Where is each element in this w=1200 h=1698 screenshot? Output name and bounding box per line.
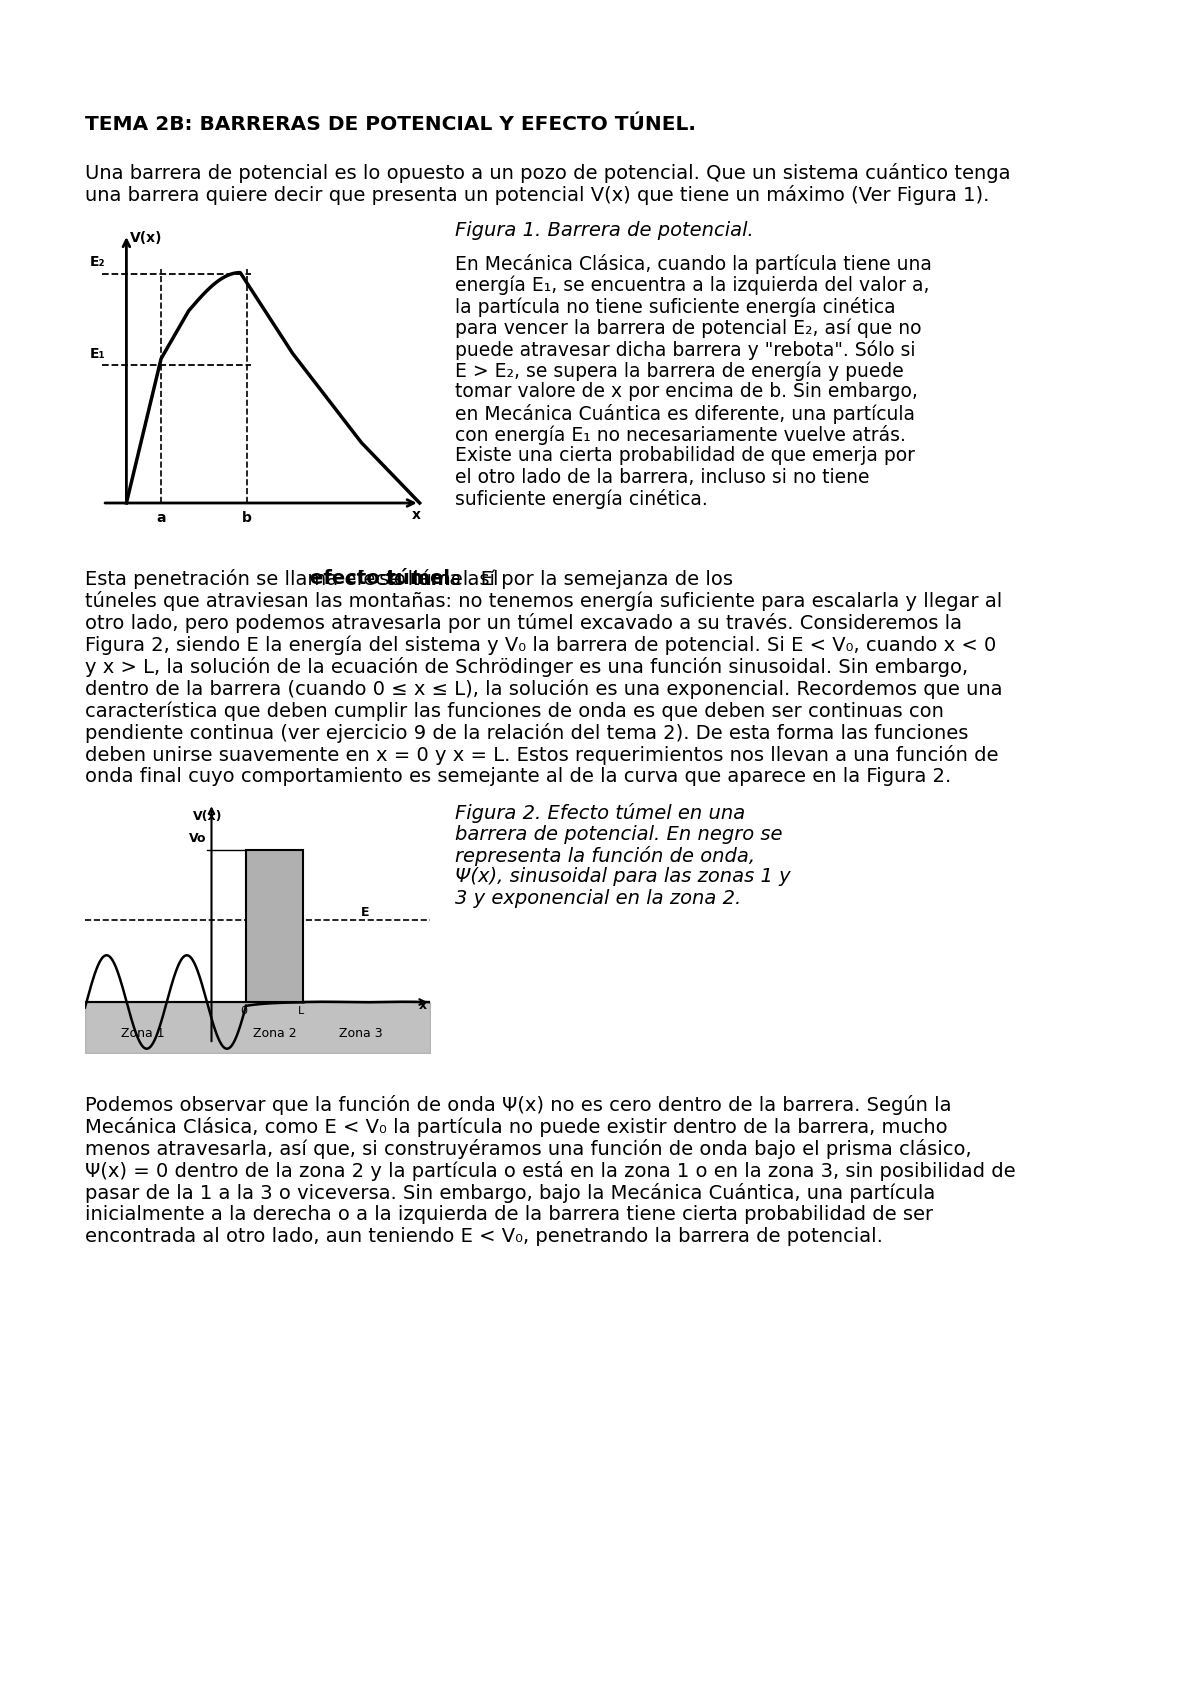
Text: Una barrera de potencial es lo opuesto a un pozo de potencial. Que un sistema cu: Una barrera de potencial es lo opuesto a…	[85, 163, 1010, 183]
Text: 3 y exponencial en la zona 2.: 3 y exponencial en la zona 2.	[455, 888, 742, 908]
Text: L: L	[298, 1005, 305, 1015]
Text: Figura 2, siendo E la energía del sistema y V₀ la barrera de potencial. Si E < V: Figura 2, siendo E la energía del sistem…	[85, 635, 996, 655]
Text: Figura 1. Barrera de potencial.: Figura 1. Barrera de potencial.	[455, 221, 754, 241]
Text: y x > L, la solución de la ecuación de Schrödinger es una función sinusoidal. Si: y x > L, la solución de la ecuación de S…	[85, 657, 968, 678]
Text: Podemos observar que la función de onda Ψ(x) no es cero dentro de la barrera. Se: Podemos observar que la función de onda …	[85, 1095, 952, 1116]
Text: puede atravesar dicha barrera y "rebota". Sólo si: puede atravesar dicha barrera y "rebota"…	[455, 340, 916, 360]
Text: Zona 3: Zona 3	[340, 1027, 383, 1041]
Text: túneles que atraviesan las montañas: no tenemos energía suficiente para escalarl: túneles que atraviesan las montañas: no …	[85, 591, 1002, 611]
Text: pendiente continua (ver ejercicio 9 de la relación del tema 2). De esta forma la: pendiente continua (ver ejercicio 9 de l…	[85, 723, 968, 744]
Text: Ψ(x), sinusoidal para las zonas 1 y: Ψ(x), sinusoidal para las zonas 1 y	[455, 868, 791, 886]
Text: representa la función de onda,: representa la función de onda,	[455, 846, 755, 866]
Text: Ψ(x) = 0 dentro de la zona 2 y la partícula o está en la zona 1 o en la zona 3, : Ψ(x) = 0 dentro de la zona 2 y la partíc…	[85, 1161, 1015, 1182]
Text: V(x): V(x)	[193, 810, 222, 824]
Bar	[246, 851, 304, 1002]
Text: una barrera quiere decir que presenta un potencial V(x) que tiene un máximo (Ver: una barrera quiere decir que presenta un…	[85, 185, 989, 205]
Text: suficiente energía cinética.: suficiente energía cinética.	[455, 489, 708, 509]
Text: característica que deben cumplir las funciones de onda es que deben ser continua: característica que deben cumplir las fun…	[85, 701, 944, 722]
Text: a: a	[156, 511, 166, 525]
Text: Vo: Vo	[190, 832, 206, 846]
Text: TEMA 2B: BARRERAS DE POTENCIAL Y EFECTO TÚNEL.: TEMA 2B: BARRERAS DE POTENCIAL Y EFECTO …	[85, 115, 696, 134]
Text: dentro de la barrera (cuando 0 ≤ x ≤ L), la solución es una exponencial. Recorde: dentro de la barrera (cuando 0 ≤ x ≤ L),…	[85, 679, 1002, 700]
Text: pasar de la 1 a la 3 o viceversa. Sin embargo, bajo la Mecánica Cuántica, una pa: pasar de la 1 a la 3 o viceversa. Sin em…	[85, 1184, 935, 1204]
Text: Existe una cierta probabilidad de que emerja por: Existe una cierta probabilidad de que em…	[455, 447, 916, 465]
Text: Figura 2. Efecto túmel en una: Figura 2. Efecto túmel en una	[455, 803, 745, 824]
Text: con energía E₁ no necesariamente vuelve atrás.: con energía E₁ no necesariamente vuelve …	[455, 424, 906, 445]
Text: otro lado, pero podemos atravesarla por un túmel excavado a su través. Considere: otro lado, pero podemos atravesarla por …	[85, 613, 962, 633]
Text: En Mecánica Clásica, cuando la partícula tiene una: En Mecánica Clásica, cuando la partícula…	[455, 255, 932, 275]
Text: para vencer la barrera de potencial E₂, así que no: para vencer la barrera de potencial E₂, …	[455, 319, 922, 338]
Text: encontrada al otro lado, aun teniendo E < V₀, penetrando la barrera de potencial: encontrada al otro lado, aun teniendo E …	[85, 1228, 883, 1246]
Text: efecto túmel: efecto túmel	[311, 569, 450, 589]
Text: onda final cuyo comportamiento es semejante al de la curva que aparece en la Fig: onda final cuyo comportamiento es semeja…	[85, 767, 952, 786]
Text: E₂: E₂	[90, 255, 106, 270]
Text: en Mecánica Cuántica es diferente, una partícula: en Mecánica Cuántica es diferente, una p…	[455, 404, 916, 424]
Text: menos atravesarla, así que, si construyéramos una función de onda bajo el prisma: menos atravesarla, así que, si construyé…	[85, 1139, 972, 1160]
Text: inicialmente a la derecha o a la izquierda de la barrera tiene cierta probabilid: inicialmente a la derecha o a la izquier…	[85, 1206, 934, 1224]
Text: V(x): V(x)	[130, 231, 162, 245]
Text: tomar valore de x por encima de b. Sin embargo,: tomar valore de x por encima de b. Sin e…	[455, 382, 918, 401]
Text: E₁: E₁	[90, 346, 106, 360]
Text: Zona 2: Zona 2	[253, 1027, 296, 1041]
Text: el otro lado de la barrera, incluso si no tiene: el otro lado de la barrera, incluso si n…	[455, 469, 870, 487]
Text: se llama así por la semejanza de los: se llama así por la semejanza de los	[373, 569, 733, 589]
Text: x: x	[419, 998, 427, 1012]
Text: E > E₂, se supera la barrera de energía y puede: E > E₂, se supera la barrera de energía …	[455, 362, 904, 380]
Text: barrera de potencial. En negro se: barrera de potencial. En negro se	[455, 825, 782, 844]
Text: Zona 1: Zona 1	[121, 1027, 164, 1041]
Text: 0: 0	[240, 1005, 247, 1015]
Text: E: E	[361, 905, 370, 919]
Text: b: b	[242, 511, 252, 525]
Text: x: x	[412, 508, 421, 521]
Text: energía E₁, se encuentra a la izquierda del valor a,: energía E₁, se encuentra a la izquierda …	[455, 275, 930, 295]
Text: deben unirse suavemente en x = 0 y x = L. Estos requerimientos nos llevan a una : deben unirse suavemente en x = 0 y x = L…	[85, 745, 998, 766]
Text: Esta penetración se llama efecto túmel. El: Esta penetración se llama efecto túmel. …	[85, 569, 505, 589]
Text: Mecánica Clásica, como E < V₀ la partícula no puede existir dentro de la barrera: Mecánica Clásica, como E < V₀ la partícu…	[85, 1117, 948, 1138]
Text: la partícula no tiene suficiente energía cinética: la partícula no tiene suficiente energía…	[455, 297, 895, 318]
